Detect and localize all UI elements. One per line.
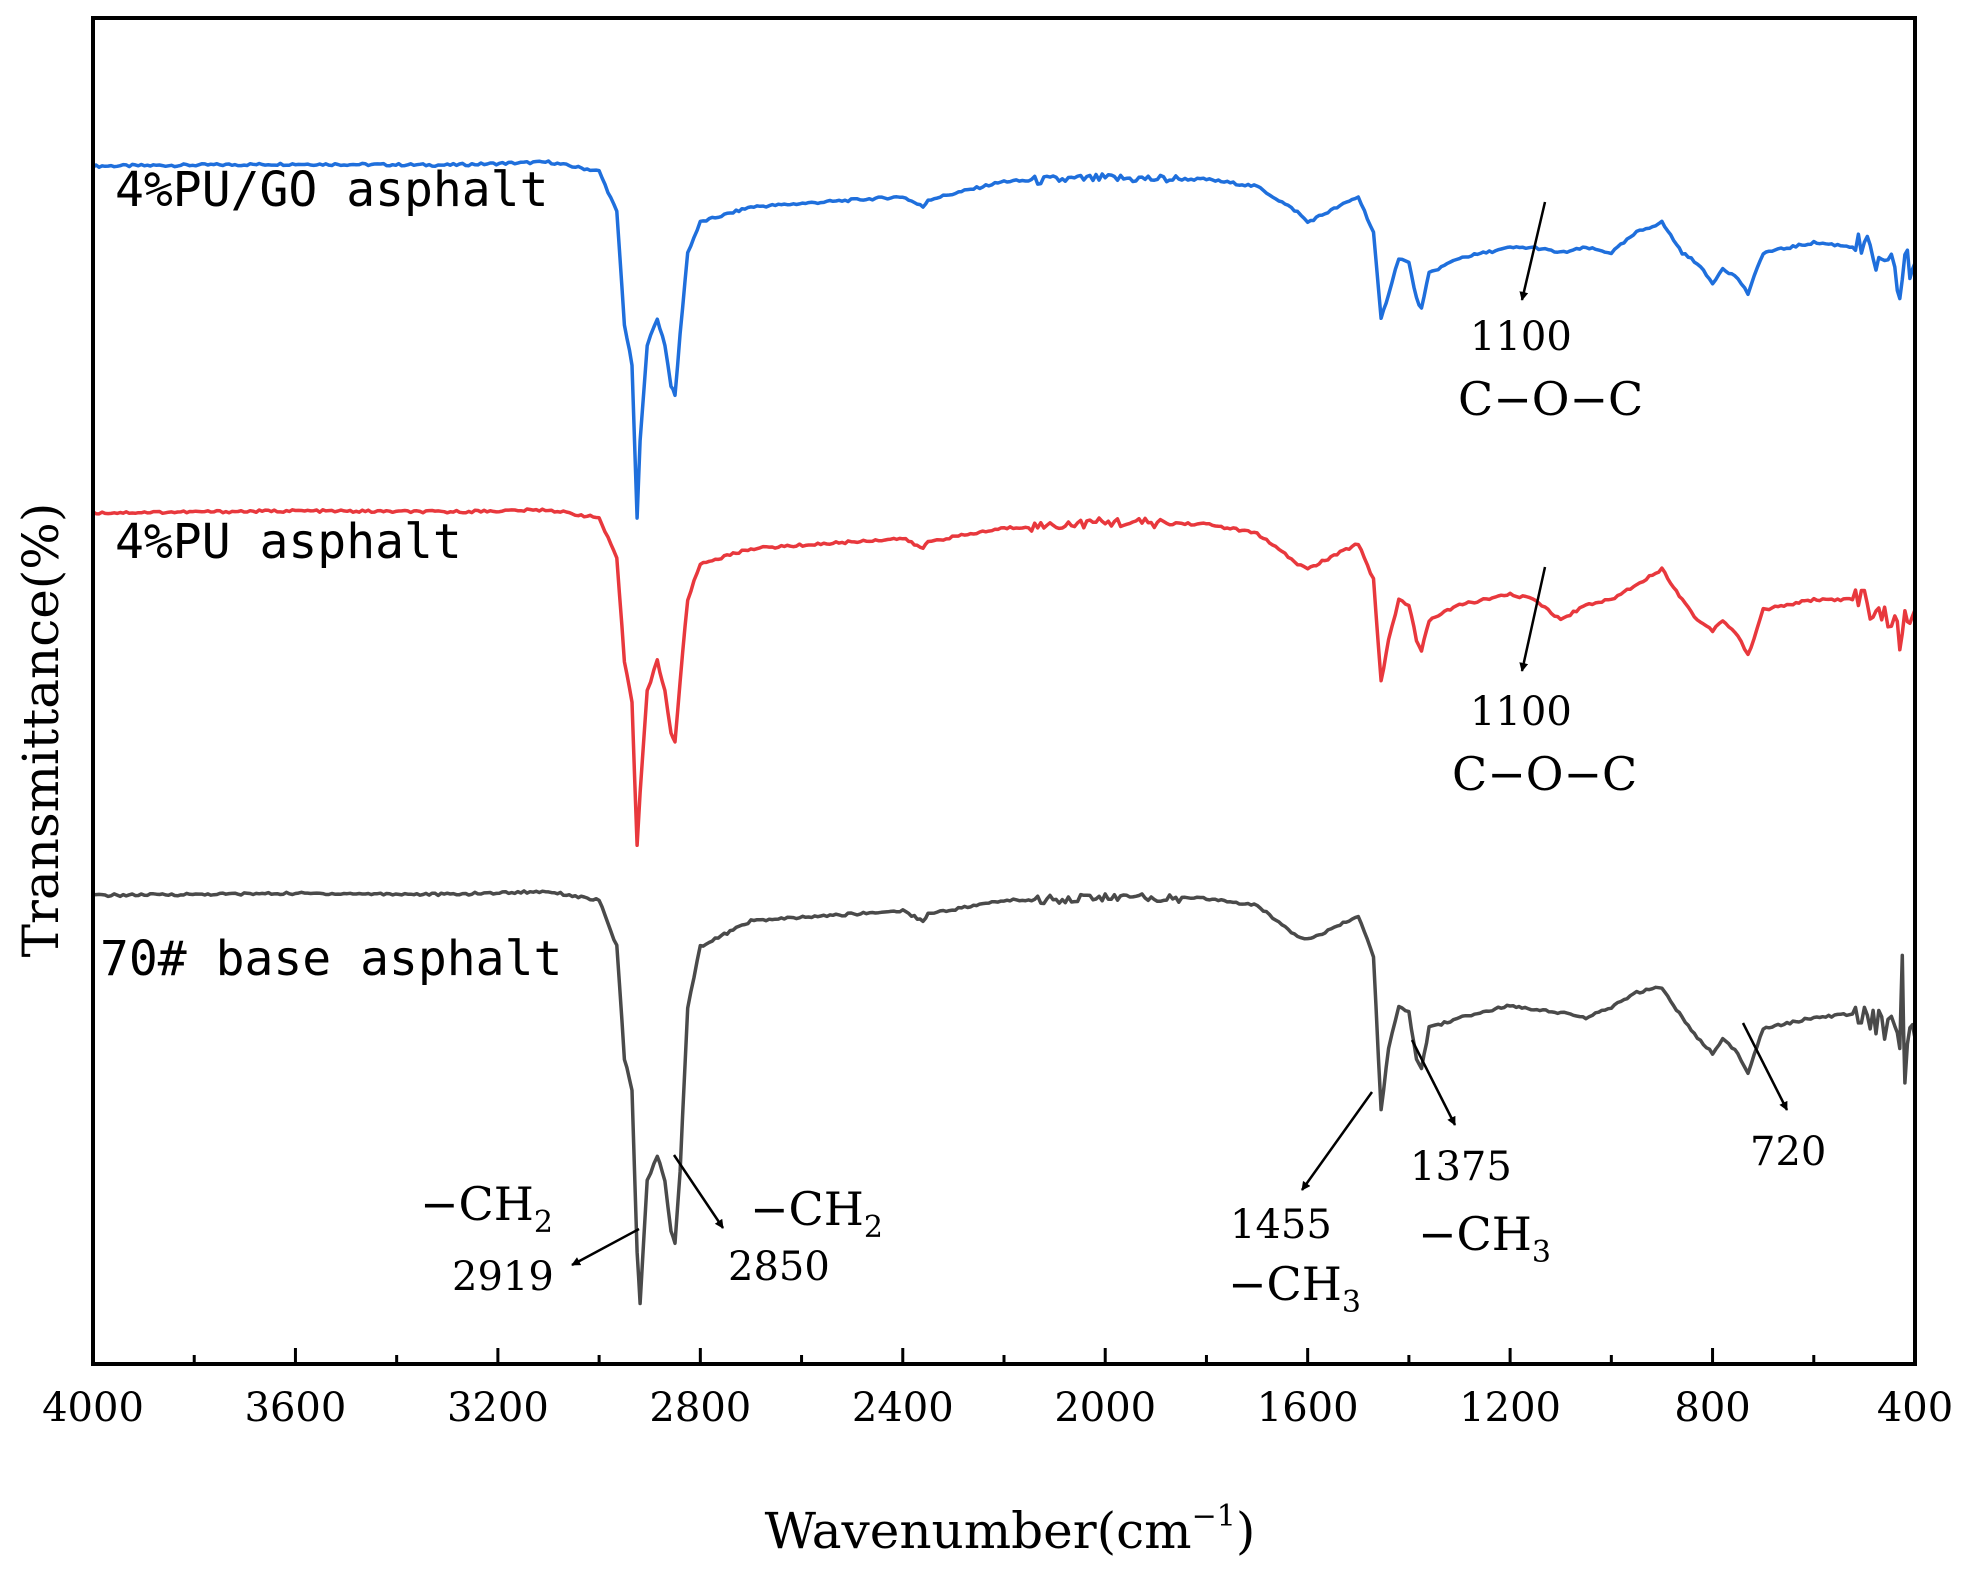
anno-1100-mid-value: 1100	[1470, 689, 1572, 735]
arrow-1375	[1410, 1039, 1457, 1126]
anno-1100-top-group: C−O−C	[1458, 372, 1643, 426]
arrow-1100-mid	[1519, 566, 1547, 672]
anno-1375-value: 1375	[1410, 1144, 1512, 1190]
x-tick-label: 400	[1877, 1385, 1953, 1431]
x-tick-label: 3600	[245, 1385, 347, 1431]
series-label-pu-go: 4%PU/GO asphalt	[115, 162, 548, 218]
series-line-1	[92, 507, 1917, 848]
annotation-arrows	[571, 201, 1789, 1267]
anno-1455-value: 1455	[1230, 1202, 1332, 1248]
anno-1375-group: −CH3	[1418, 1207, 1551, 1270]
x-tick-label: 4000	[42, 1385, 144, 1431]
arrow-1455	[1300, 1091, 1374, 1191]
arrow-2850	[672, 1154, 725, 1229]
x-axis-title: Wavenumber(cm−1)	[765, 1499, 1256, 1560]
anno-720-value: 720	[1750, 1129, 1826, 1175]
x-tick-label: 3200	[447, 1385, 549, 1431]
anno-2850-value: 2850	[728, 1244, 830, 1290]
x-tick-label: 2400	[852, 1385, 954, 1431]
series-label-pu: 4%PU asphalt	[115, 514, 462, 570]
series-line-0	[91, 159, 1917, 520]
x-tick-label: 2000	[1054, 1385, 1156, 1431]
x-tick-label: 1200	[1459, 1385, 1561, 1431]
x-tick-label: 800	[1674, 1385, 1750, 1431]
plot-frame	[91, 16, 1917, 1366]
anno-2919-group: −CH2	[420, 1177, 553, 1240]
anno-2919-value: 2919	[452, 1254, 554, 1300]
x-tick-label: 1600	[1257, 1385, 1359, 1431]
series-layer	[91, 159, 1917, 1306]
anno-1100-mid-group: C−O−C	[1452, 747, 1637, 801]
anno-2850-group: −CH2	[750, 1182, 883, 1245]
anno-1100-top-value: 1100	[1470, 314, 1572, 360]
anno-1455-group: −CH3	[1228, 1257, 1361, 1320]
arrow-2919	[571, 1227, 640, 1267]
x-axis-ticks: 4000 3600 3200 2800 2400 2000 1600 1200 800 400	[42, 1348, 1953, 1431]
series-label-base: 70# base asphalt	[100, 931, 562, 987]
x-tick-label: 2800	[649, 1385, 751, 1431]
y-axis-title: Transmittance(%)	[12, 503, 70, 958]
series-line-2	[93, 889, 1917, 1306]
arrow-1100-top	[1519, 201, 1547, 301]
annotation-labels: −CH2 2919 −CH2 2850 1455 −CH3 1375 −CH3 …	[420, 314, 1826, 1320]
arrow-720	[1741, 1022, 1789, 1111]
